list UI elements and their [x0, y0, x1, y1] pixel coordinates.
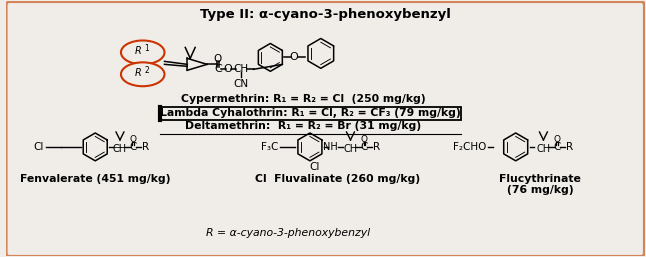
Text: Cl: Cl: [309, 162, 320, 172]
Ellipse shape: [121, 41, 165, 64]
Text: F₂CHO: F₂CHO: [453, 142, 486, 152]
Text: R: R: [566, 142, 573, 152]
Text: R: R: [135, 47, 141, 57]
Text: —: —: [111, 142, 121, 152]
Text: R: R: [135, 68, 141, 78]
Text: F₃C: F₃C: [261, 142, 278, 152]
Text: C: C: [554, 142, 561, 152]
Text: R: R: [141, 142, 149, 152]
Text: Type II: α-cyano-3-phenoxybenzyl: Type II: α-cyano-3-phenoxybenzyl: [200, 8, 451, 21]
Text: Fenvalerate (451 mg/kg): Fenvalerate (451 mg/kg): [20, 174, 171, 184]
Text: 2: 2: [145, 66, 149, 75]
Text: —: —: [48, 142, 58, 152]
Text: Cypermethrin: R₁ = R₂ = Cl  (250 mg/kg): Cypermethrin: R₁ = R₂ = Cl (250 mg/kg): [181, 94, 425, 104]
Text: Deltamethrin:  R₁ = R₂ = Br (31 mg/kg): Deltamethrin: R₁ = R₂ = Br (31 mg/kg): [185, 121, 421, 131]
Text: O: O: [129, 135, 136, 144]
Text: O: O: [361, 135, 368, 144]
Text: O: O: [554, 135, 561, 144]
Text: O: O: [224, 64, 232, 74]
Text: C: C: [214, 64, 222, 74]
Text: Lambda Cyhalothrin: R₁ = Cl, R₂ = CF₃ (79 mg/kg): Lambda Cyhalothrin: R₁ = Cl, R₂ = CF₃ (7…: [160, 108, 461, 118]
Text: CN: CN: [233, 79, 248, 89]
Text: CH: CH: [344, 144, 357, 154]
Text: R: R: [373, 142, 380, 152]
Text: C: C: [360, 142, 368, 152]
Text: CH: CH: [536, 144, 550, 154]
Text: O: O: [289, 52, 298, 62]
Text: 1: 1: [145, 44, 149, 53]
FancyBboxPatch shape: [6, 2, 644, 256]
Text: Flucythrinate
(76 mg/kg): Flucythrinate (76 mg/kg): [499, 174, 581, 195]
Text: R = α-cyano-3-phenoxybenzyl: R = α-cyano-3-phenoxybenzyl: [206, 228, 370, 238]
Text: NH: NH: [323, 142, 338, 152]
Text: Cl  Fluvalinate (260 mg/kg): Cl Fluvalinate (260 mg/kg): [255, 174, 420, 184]
Text: CH: CH: [233, 64, 248, 74]
Text: Cl: Cl: [34, 142, 44, 152]
Ellipse shape: [121, 62, 165, 86]
Text: CH: CH: [113, 144, 127, 154]
Text: O: O: [214, 54, 222, 64]
Text: C: C: [129, 142, 136, 152]
FancyBboxPatch shape: [160, 107, 461, 120]
